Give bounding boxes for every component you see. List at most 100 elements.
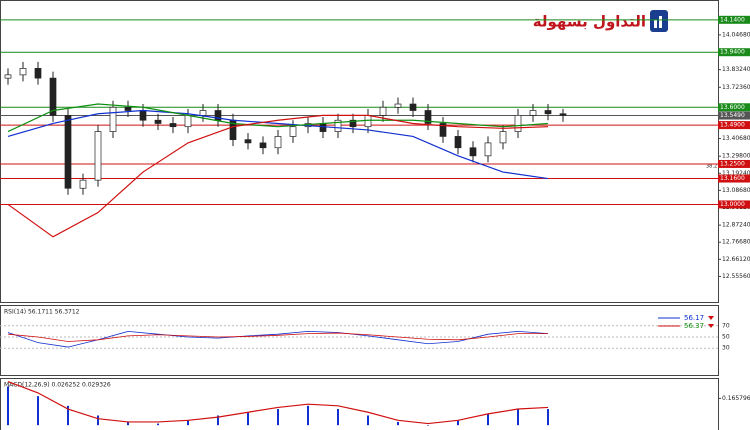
rsi-tick-label: 30 [722,345,730,352]
y-tick-label: 13.72360 [722,84,750,91]
macd-bar [457,420,459,426]
candle-body [79,179,87,189]
candle-body [199,110,207,116]
candle-body [484,142,492,157]
level-tag [718,15,750,24]
macd-signal [7,381,549,425]
y-tick-label: 13.83240 [722,66,750,73]
level-tag [718,121,750,130]
logo-text: التداول بسهولة [533,13,646,31]
moving-average [7,114,549,238]
level-label: 13.9400 [720,49,745,56]
candle-body [499,131,507,144]
macd-bar [487,413,489,426]
y-tick-label: 13.29800 [722,153,750,160]
macd-bar [367,415,369,426]
fib-label: 38.2 [706,164,717,170]
candle-body [154,119,162,124]
candle-body [34,68,42,79]
macd-bar [217,415,219,426]
candle-body [259,142,267,149]
level-label: 14.1400 [720,16,745,23]
rsi-panel [0,305,719,376]
legend-label: 56.17 [684,314,704,322]
candle-body [319,123,327,132]
level-tag [718,111,750,120]
candle-body [49,77,57,116]
candle-body [274,136,282,149]
macd-bar [307,405,309,426]
candle-body [64,115,72,189]
candle-body [424,110,432,124]
candle-body [409,103,417,111]
candle-body [559,113,567,116]
y-tick-label: 13.08680 [722,187,750,194]
level-tag [718,48,750,57]
candle-body [349,119,357,128]
level-tag [718,200,750,209]
rsi-tick-label: 50 [722,334,730,341]
y-tick-label: 13.19240 [722,170,750,177]
candle-body [139,110,147,121]
y-tick-label: 12.76680 [722,239,750,246]
macd-bar [247,412,249,426]
moving-average [7,103,549,133]
moving-average [7,109,549,180]
macd-bar [67,405,69,426]
level-label: 13.1600 [720,175,745,182]
candle-body [514,115,522,132]
rsi-line [7,332,548,342]
level-label: 13.6000 [720,104,745,111]
level-label: 13.4900 [720,122,745,129]
macd-bar [7,386,9,426]
rsi-label: RSI(14) 56.1711 56.3712 [4,309,80,316]
level-label: 13.5490 [720,112,745,119]
candle-body [289,126,297,137]
logo: التداول بسهولة [533,10,668,32]
macd-bar [187,420,189,426]
macd-bar [97,415,99,426]
y-tick-label: 13.40680 [722,135,750,142]
legend-arrow [708,316,714,320]
legend-arrow [708,324,714,328]
level-label: 13.0000 [720,201,745,208]
macd-bar [517,409,519,426]
candle-body [94,131,102,181]
level-tag [718,159,750,168]
candle-body [4,74,12,79]
candle-body [244,139,252,144]
candle-body [544,110,552,115]
candle-body [394,103,402,108]
candle-body [334,119,342,132]
rsi-tick-label: 70 [722,322,730,329]
candle-body [19,68,27,76]
macd-bar [157,423,159,426]
legend-label: 56.37 [684,322,704,330]
y-tick-label: 12.55560 [722,273,750,280]
y-tick-label: 12.87240 [722,222,750,229]
macd-bar [547,409,549,426]
candle-body [454,136,462,149]
candle-body [379,106,387,116]
level-label: 13.2500 [720,160,745,167]
candle-body [184,115,192,128]
macd-label: MACD(12,26,9) 0.026252 0.029326 [4,382,111,389]
macd-bar [337,409,339,426]
candle-body [124,106,132,111]
macd-tick-label: 0.165796 [722,395,750,402]
candle-body [169,123,177,128]
candle-body [364,115,372,128]
candle-body [109,106,117,132]
macd-bar [127,421,129,426]
candle-body [469,147,477,157]
candle-body [529,110,537,116]
macd-bar [37,396,39,426]
candle-body [439,123,447,137]
y-tick-label: 14.04680 [722,31,750,38]
main-panel [0,0,719,303]
macd-bar [427,425,429,426]
level-tag [718,174,750,183]
macd-bar [277,409,279,426]
y-tick-label: 12.66120 [722,256,750,263]
